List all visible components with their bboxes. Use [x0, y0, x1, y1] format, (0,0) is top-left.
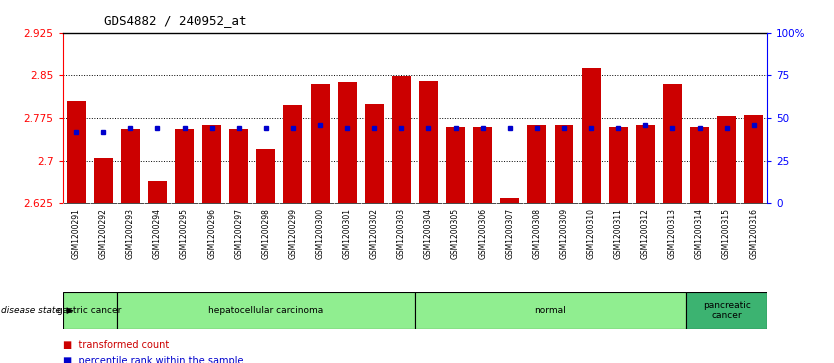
Text: GSM1200296: GSM1200296 [207, 208, 216, 259]
Text: hepatocellular carcinoma: hepatocellular carcinoma [208, 306, 324, 315]
Text: GSM1200302: GSM1200302 [369, 208, 379, 259]
Text: GSM1200305: GSM1200305 [451, 208, 460, 259]
Bar [717, 116, 736, 203]
Text: GSM1200300: GSM1200300 [315, 208, 324, 259]
Bar [663, 84, 682, 203]
Bar [419, 81, 438, 203]
Bar [63, 292, 117, 329]
Bar [364, 104, 384, 203]
Text: ■  transformed count: ■ transformed count [63, 340, 168, 350]
Text: GSM1200307: GSM1200307 [505, 208, 515, 259]
Text: GSM1200312: GSM1200312 [641, 208, 650, 258]
Bar [67, 101, 86, 203]
Bar [686, 292, 767, 329]
Bar [581, 69, 600, 203]
Bar [175, 129, 194, 203]
Text: GSM1200314: GSM1200314 [695, 208, 704, 259]
Text: disease state  ▶: disease state ▶ [1, 306, 73, 315]
Text: GSM1200303: GSM1200303 [397, 208, 406, 259]
Text: GSM1200315: GSM1200315 [722, 208, 731, 259]
Bar [744, 115, 763, 203]
Bar [148, 180, 167, 203]
Text: GSM1200308: GSM1200308 [532, 208, 541, 259]
Bar [555, 125, 574, 203]
Bar [117, 292, 415, 329]
Text: GSM1200310: GSM1200310 [586, 208, 595, 259]
Bar [690, 127, 709, 203]
Text: GSM1200311: GSM1200311 [614, 208, 623, 258]
Text: GSM1200292: GSM1200292 [98, 208, 108, 258]
Bar [229, 129, 249, 203]
Bar [609, 127, 628, 203]
Text: GDS4882 / 240952_at: GDS4882 / 240952_at [104, 15, 247, 28]
Text: gastric cancer: gastric cancer [58, 306, 122, 315]
Text: GSM1200316: GSM1200316 [749, 208, 758, 259]
Bar [338, 82, 357, 203]
Text: GSM1200301: GSM1200301 [343, 208, 352, 259]
Text: GSM1200299: GSM1200299 [289, 208, 298, 259]
Text: ■  percentile rank within the sample: ■ percentile rank within the sample [63, 356, 243, 363]
Bar [446, 127, 465, 203]
Text: pancreatic
cancer: pancreatic cancer [703, 301, 751, 320]
Bar [256, 149, 275, 203]
Bar [636, 125, 655, 203]
Bar [473, 127, 492, 203]
Bar [310, 84, 329, 203]
Text: GSM1200304: GSM1200304 [424, 208, 433, 259]
Bar [415, 292, 686, 329]
Bar [121, 129, 140, 203]
Text: normal: normal [535, 306, 566, 315]
Bar [202, 125, 221, 203]
Text: GSM1200298: GSM1200298 [261, 208, 270, 258]
Bar [500, 197, 520, 203]
Bar [284, 105, 303, 203]
Text: GSM1200291: GSM1200291 [72, 208, 81, 258]
Text: GSM1200294: GSM1200294 [153, 208, 162, 259]
Bar [93, 158, 113, 203]
Text: GSM1200306: GSM1200306 [478, 208, 487, 259]
Bar [392, 76, 411, 203]
Text: GSM1200313: GSM1200313 [668, 208, 677, 259]
Text: GSM1200309: GSM1200309 [560, 208, 569, 259]
Text: GSM1200297: GSM1200297 [234, 208, 244, 259]
Text: GSM1200295: GSM1200295 [180, 208, 189, 259]
Text: GSM1200293: GSM1200293 [126, 208, 135, 259]
Bar [527, 125, 546, 203]
